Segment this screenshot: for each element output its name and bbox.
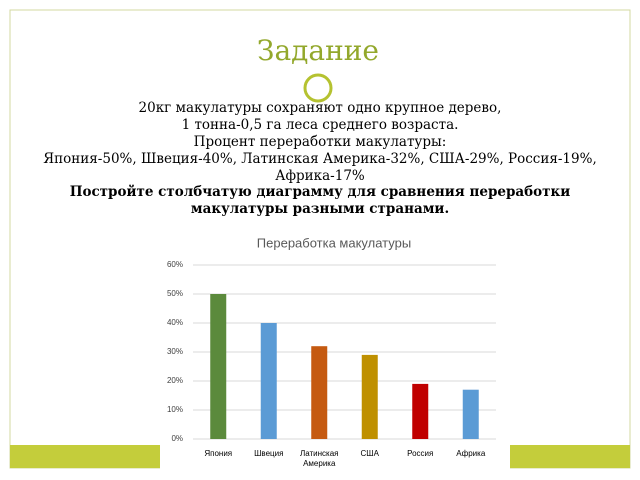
- x-tick-label: Латинская Америка: [299, 449, 339, 468]
- y-tick-label: 40%: [167, 318, 183, 327]
- text-line: Процент переработки макулатуры:: [194, 134, 447, 150]
- text-line: 1 тонна-0,5 га леса среднего возраста.: [182, 117, 459, 133]
- y-tick-label: 50%: [167, 289, 183, 298]
- bar: [311, 346, 328, 439]
- text-line: Япония-50%, Швеция-40%, Латинская Америк…: [43, 151, 597, 184]
- text-wrap: Япония-50%, Швеция-40%, Латинская Америк…: [43, 151, 597, 184]
- task-wrap: Постройте столбчатую диаграмму для сравн…: [69, 184, 571, 217]
- x-tick-label: Россия: [407, 449, 434, 458]
- bar: [412, 383, 429, 439]
- ornament: [303, 73, 333, 103]
- x-tick-label: Африка: [456, 449, 486, 458]
- x-tick-wrap: Россия: [407, 449, 434, 458]
- x-tick-wrap: Швеция: [254, 449, 284, 458]
- y-tick-label: 30%: [167, 347, 183, 356]
- chart-title: Переработка макулатуры: [257, 235, 411, 250]
- y-tick-label: 20%: [167, 376, 183, 385]
- x-tick-label: Швеция: [254, 449, 284, 458]
- bar: [260, 323, 277, 439]
- text-line: 20кг макулатуры сохраняют одно крупное д…: [139, 100, 502, 116]
- y-tick-label: 10%: [167, 405, 183, 414]
- slide-title: Задание: [257, 34, 379, 67]
- task-text: Постройте столбчатую диаграмму для сравн…: [69, 184, 571, 217]
- x-tick-wrap: Япония: [204, 449, 233, 458]
- y-tick-label: 0%: [171, 434, 183, 443]
- bar: [210, 294, 227, 439]
- x-tick-wrap: Латинская Америка: [299, 449, 339, 468]
- x-tick-label: Япония: [204, 449, 233, 458]
- x-tick-label: США: [360, 449, 379, 458]
- y-tick-label: 60%: [167, 260, 183, 269]
- bar: [361, 354, 378, 439]
- bar: [462, 389, 479, 439]
- x-tick-wrap: Африка: [456, 449, 486, 458]
- x-tick-wrap: США: [360, 449, 379, 458]
